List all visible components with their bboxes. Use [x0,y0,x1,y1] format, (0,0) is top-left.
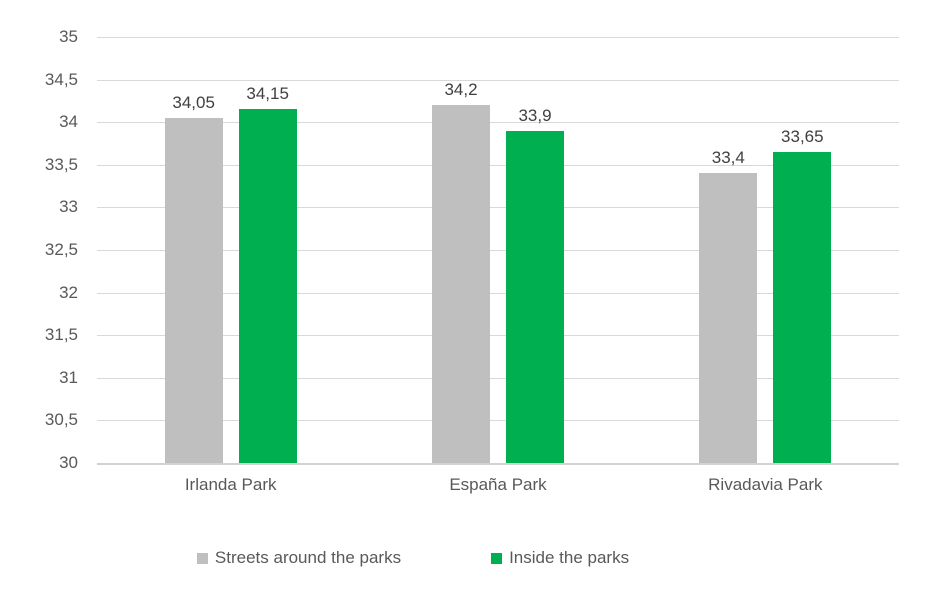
y-tick-label: 32 [59,282,78,302]
y-tick-label: 33 [59,197,78,217]
y-tick-label: 30 [59,453,78,472]
bar-groups: 34,05 34,15 34,2 33,9 33,4 33,65 [97,37,899,463]
y-tick-label: 35 [59,27,78,46]
bar-series-2: 34,15 [238,84,297,463]
bar-group: 34,05 34,15 [97,37,364,463]
gridline [97,37,899,38]
y-tick-label: 34,5 [44,69,78,89]
gridline [97,79,899,81]
x-axis: Irlanda Park España Park Rivadavia Park [97,475,899,495]
bar-series-2: 33,9 [505,106,564,463]
legend-swatch-icon [491,552,503,564]
legend-label: Inside the parks [509,548,630,567]
plot-area: 34,05 34,15 34,2 33,9 33,4 33,65 [97,37,899,465]
y-tick-label: 31,5 [44,325,78,345]
gridline [97,335,899,337]
legend-swatch-icon [196,552,208,564]
bar-value-label: 33,65 [781,127,824,147]
gridline [97,377,899,379]
bar-series-1: 34,2 [431,80,490,463]
x-category-label: Rivadavia Park [708,475,823,494]
gridline [97,292,899,294]
bar-value-label: 34,15 [246,84,289,104]
x-category-label: Irlanda Park [184,475,277,494]
bar-value-label: 33,9 [518,105,552,125]
y-tick-label: 32,5 [44,240,78,259]
bar-value-label: 34,05 [172,92,215,112]
y-tick-label: 34 [59,112,78,132]
bar-series-1: 33,4 [699,148,758,463]
gridline [97,250,899,251]
bar-series-1: 34,05 [164,93,223,463]
legend: Streets around the parks Inside the parks [0,548,881,568]
y-tick-label: 31 [59,367,78,387]
legend-label: Streets around the parks [214,548,402,567]
x-category-label: España Park [449,475,547,494]
gridline [97,122,899,124]
y-axis: 35 34,5 34 33,5 33 32,5 32 31,5 31 30,5 30 [0,27,78,472]
legend-item: Inside the parks [491,548,629,568]
bar-value-label: 33,4 [711,148,745,168]
gridline [97,420,899,422]
x-axis-line [97,463,899,465]
bar-group: 33,4 33,65 [632,37,899,463]
legend-item: Streets around the parks [196,548,402,568]
y-tick-label: 33,5 [44,154,78,174]
bar-group: 34,2 33,9 [364,37,631,463]
y-tick-label: 30,5 [44,410,78,430]
bar-value-label: 34,2 [444,80,478,100]
bar-series-2: 33,65 [773,127,832,463]
gridline [97,207,899,209]
gridline [97,164,899,166]
